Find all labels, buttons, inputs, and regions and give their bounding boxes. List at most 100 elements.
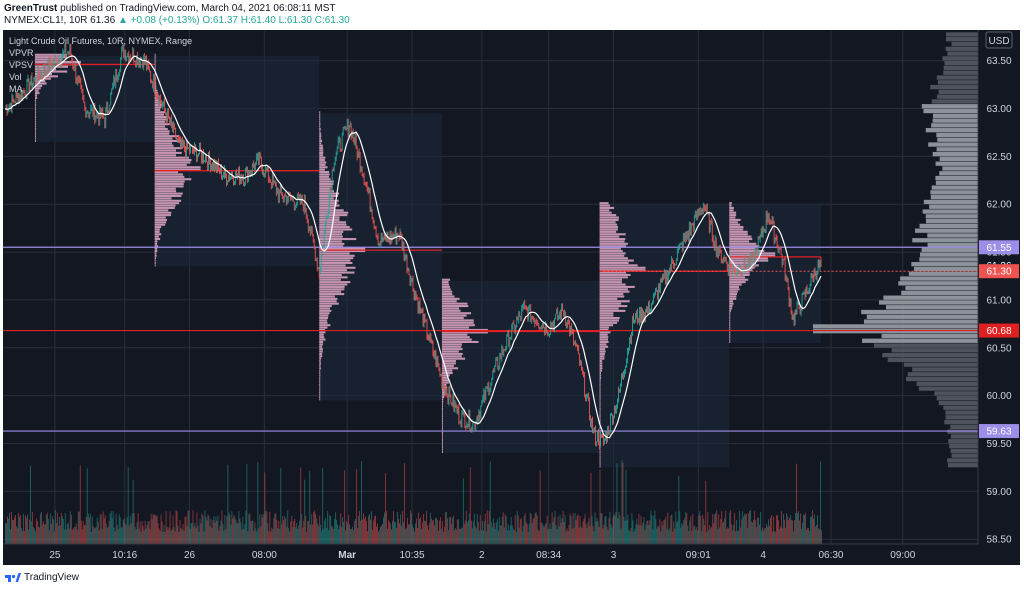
vpsv-bar	[729, 316, 731, 320]
levels-layer	[3, 246, 978, 432]
author-name[interactable]: GreenTrust	[4, 3, 58, 14]
volume-bar	[561, 518, 563, 544]
vpsv-bar	[729, 249, 765, 253]
volume-bar	[698, 515, 700, 544]
vpsv-bar	[441, 281, 449, 284]
volume-bar	[566, 528, 568, 544]
vpsv-bar	[319, 271, 355, 274]
volume-bar	[302, 527, 304, 544]
legend-indicator-ma[interactable]: MA	[9, 84, 23, 94]
volume-bar	[494, 528, 496, 544]
volume-bar	[555, 525, 557, 544]
volume-bar	[403, 522, 404, 544]
volume-bar	[509, 525, 511, 544]
volume-bar	[105, 523, 107, 544]
volume-bar	[80, 520, 82, 544]
volume-bar	[477, 521, 479, 544]
volume-bar	[326, 527, 328, 544]
volume-bar	[274, 514, 276, 544]
volume-bar	[462, 478, 464, 544]
vpsv-bar	[154, 137, 173, 140]
vpsv-bar	[599, 415, 601, 418]
volume-bar	[699, 511, 701, 544]
legend-indicator-vol[interactable]: Vol	[9, 72, 22, 82]
volume-bar	[90, 531, 92, 544]
vpvr-bar	[918, 386, 978, 391]
tradingview-brand[interactable]: TradingView	[24, 572, 80, 583]
volume-bar	[194, 522, 196, 544]
volume-bar	[534, 512, 536, 544]
volume-bar	[767, 526, 769, 544]
legend-title: Light Crude Oil Futures, 10R, NYMEX, Ran…	[9, 36, 193, 46]
volume-bar	[208, 516, 210, 544]
vpvr-bar	[883, 295, 978, 300]
volume-bar	[269, 511, 271, 544]
volume-bar	[589, 525, 591, 544]
volume-bar	[742, 511, 744, 544]
volume-bar	[264, 472, 266, 544]
published-info: published on TradingView.com, March 04, …	[60, 3, 336, 14]
volume-bar	[503, 527, 505, 544]
vpvr-bar	[907, 372, 978, 377]
volume-bar	[707, 512, 709, 544]
vpsv-bar	[319, 242, 345, 245]
volume-bar	[87, 513, 89, 544]
vpsv-bar	[34, 130, 36, 133]
volume-bar	[603, 524, 605, 544]
tradingview-logo-icon[interactable]	[5, 572, 21, 582]
volume-bar	[355, 518, 357, 544]
volume-bar	[802, 522, 803, 544]
volume-bar	[248, 514, 250, 544]
volume-bar	[327, 510, 329, 544]
vpsv-bar	[599, 245, 627, 248]
volume-bar	[716, 510, 718, 544]
vpsv-bar	[599, 230, 617, 233]
vpvr-bar	[935, 161, 978, 166]
vpsv-bar	[154, 242, 158, 245]
legend-indicator-vpsv[interactable]: VPSV	[9, 60, 34, 70]
volume-bar	[675, 511, 677, 544]
currency-label[interactable]: USD	[988, 36, 1009, 47]
volume-bar	[778, 520, 780, 544]
price-chart[interactable]: 63.5063.0062.5062.0061.5061.0060.5060.00…	[3, 30, 1020, 565]
vpsv-bar	[154, 238, 161, 241]
volume-bar	[210, 518, 212, 544]
legend-indicator-vpvr[interactable]: VPVR	[9, 48, 34, 58]
volume-bar	[344, 470, 346, 544]
volume-bar	[196, 512, 198, 544]
vpsv-bar	[154, 99, 159, 102]
volume-bar	[346, 520, 348, 544]
vpvr-bar	[885, 305, 978, 310]
volume-bar	[289, 531, 291, 544]
vpsv-bar	[599, 269, 646, 272]
volume-bar	[14, 515, 16, 544]
volume-bar	[470, 520, 472, 544]
volume-bar	[183, 530, 185, 544]
vpsv-bar	[154, 180, 185, 183]
vpsv-bar	[729, 240, 750, 243]
volume-bar	[402, 511, 403, 544]
volume-bar	[7, 518, 9, 544]
vpvr-bar	[944, 61, 978, 66]
vpsv-bar	[729, 333, 731, 336]
vpsv-bar	[154, 166, 201, 169]
volume-bar	[681, 523, 683, 544]
volume-bar	[621, 460, 623, 544]
vpsv-bar	[319, 297, 338, 300]
vpsv-bar	[441, 407, 443, 410]
volume-bar	[713, 523, 715, 544]
volume-bar	[307, 521, 309, 544]
volume-bar	[98, 530, 100, 544]
vpsv-bar	[154, 206, 175, 209]
session-box	[599, 204, 730, 468]
price-axis-tick: 61.00	[986, 295, 1011, 306]
volume-bar	[328, 530, 330, 544]
volume-bar	[434, 518, 436, 544]
vpsv-bar	[599, 290, 630, 293]
volume-bar	[94, 527, 96, 544]
chart-pane[interactable]: 63.5063.0062.5062.0061.5061.0060.5060.00…	[3, 30, 1020, 565]
volume-bar	[213, 516, 215, 544]
vpsv-bar	[319, 364, 321, 367]
volume-bar	[244, 524, 246, 544]
vpvr-bar	[863, 319, 978, 324]
